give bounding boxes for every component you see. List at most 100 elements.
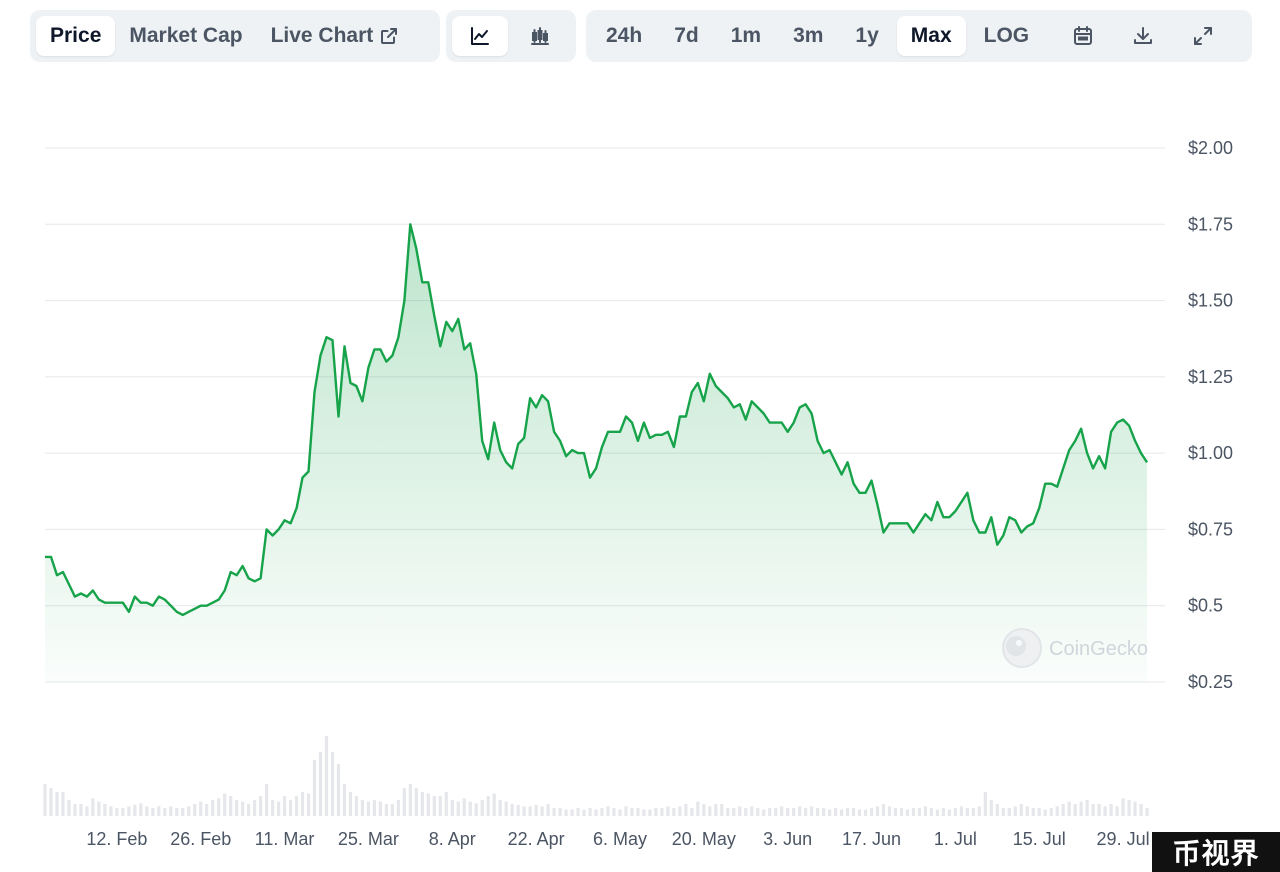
volume-bar [157, 806, 161, 816]
x-tick-label: 8. Apr [429, 829, 476, 849]
line-chart-button[interactable] [452, 16, 508, 56]
volume-bar [863, 809, 868, 816]
volume-bar [911, 808, 916, 816]
download-button[interactable] [1119, 16, 1167, 56]
volume-bar [582, 809, 586, 816]
volume-bar [887, 806, 892, 816]
range-selector: 24h 7d 1m 3m 1y Max LOG [586, 10, 1252, 62]
volume-bar [1085, 800, 1089, 816]
volume-bar [798, 806, 802, 816]
volume-bar [235, 800, 239, 816]
volume-bar [336, 764, 341, 816]
price-line [45, 223, 1149, 617]
volume-bar [1139, 804, 1143, 816]
volume-bar [738, 806, 742, 816]
volume-bar [648, 809, 652, 816]
volume-bar [450, 800, 454, 816]
volume-bar [342, 784, 347, 816]
volume-bar [49, 788, 53, 816]
volume-bar [684, 804, 688, 816]
volume-bar [402, 788, 406, 816]
volume-bar [816, 808, 820, 816]
volume-bar [666, 806, 670, 816]
volume-bar [983, 792, 987, 816]
range-3m-button[interactable]: 3m [793, 24, 824, 47]
volume-bar [79, 804, 83, 816]
volume-bar [330, 752, 335, 816]
volume-bar [103, 804, 107, 816]
volume-bar [217, 798, 221, 816]
x-tick-label: 15. Jul [1013, 829, 1066, 849]
volume-bar [1043, 809, 1047, 816]
volume-bar [576, 808, 580, 816]
volume-bar [372, 800, 377, 816]
volume-bar [552, 808, 556, 816]
tab-live-chart[interactable]: Live Chart [257, 16, 413, 56]
volume-bar [378, 801, 383, 816]
volume-bar [899, 808, 904, 816]
volume-bar [744, 808, 748, 816]
volume-bar [965, 808, 969, 816]
x-tick-label: 12. Feb [86, 829, 147, 849]
volume-bar [564, 809, 568, 816]
volume-bar [947, 809, 951, 816]
volume-bar [384, 804, 388, 816]
fullscreen-button[interactable] [1179, 16, 1227, 56]
volume-bar [522, 806, 526, 816]
volume-bar [774, 808, 778, 816]
volume-bar [833, 808, 838, 816]
range-max-button[interactable]: Max [896, 16, 966, 56]
volume-bar [408, 784, 412, 816]
volume-bar [534, 804, 538, 816]
volume-bar [690, 808, 694, 816]
volume-bar [1037, 808, 1041, 816]
candlestick-chart-button[interactable] [512, 16, 568, 56]
volume-bar [546, 804, 550, 816]
range-24h-button[interactable]: 24h [606, 24, 643, 47]
range-1m-button[interactable]: 1m [730, 24, 762, 47]
volume-bar [917, 808, 922, 816]
calendar-button[interactable] [1059, 16, 1107, 56]
range-7d-button[interactable]: 7d [674, 24, 699, 47]
volume-bar [839, 809, 844, 816]
volume-bar [109, 806, 113, 816]
volume-bar [750, 806, 754, 816]
volume-bar [1001, 808, 1005, 816]
x-tick-label: 26. Feb [170, 829, 231, 849]
volume-bar [510, 804, 514, 816]
volume-bar [822, 808, 826, 816]
volume-bar [1145, 808, 1149, 816]
volume-bar [306, 793, 311, 816]
volume-bar [420, 792, 424, 816]
volume-bar [247, 804, 251, 816]
volume-bar [276, 801, 281, 816]
y-axis: $2.00 $1.75 $1.50 $1.25 $1.00 $0.75 $0.5 $0.25 [1188, 138, 1233, 692]
volume-bar [995, 804, 999, 816]
volume-bar [282, 796, 287, 816]
tab-price[interactable]: Price [36, 16, 116, 56]
volume-bar [480, 800, 484, 816]
volume-bar [516, 804, 520, 816]
y-tick-label: $1.75 [1188, 214, 1233, 234]
volume-bar [396, 800, 400, 816]
log-scale-button[interactable]: LOG [983, 24, 1030, 47]
volume-bar [612, 808, 616, 816]
volume-bar [1031, 808, 1035, 816]
y-tick-label: $1.50 [1188, 291, 1233, 311]
volume-bar [923, 806, 928, 816]
volume-bar [642, 809, 646, 816]
volume-bar [1115, 806, 1119, 816]
volume-bar [702, 804, 706, 816]
volume-bar [1019, 804, 1023, 816]
range-1y-button[interactable]: 1y [855, 24, 879, 47]
volume-bar [127, 806, 131, 816]
volume-bar [558, 808, 562, 816]
volume-bar [827, 809, 832, 816]
volume-bar [169, 806, 173, 816]
download-icon [1132, 25, 1154, 47]
volume-bar [881, 804, 886, 816]
tab-market-cap[interactable]: Market Cap [129, 24, 243, 47]
volume-bar [696, 801, 700, 816]
tab-live-chart-label: Live Chart [270, 24, 374, 47]
